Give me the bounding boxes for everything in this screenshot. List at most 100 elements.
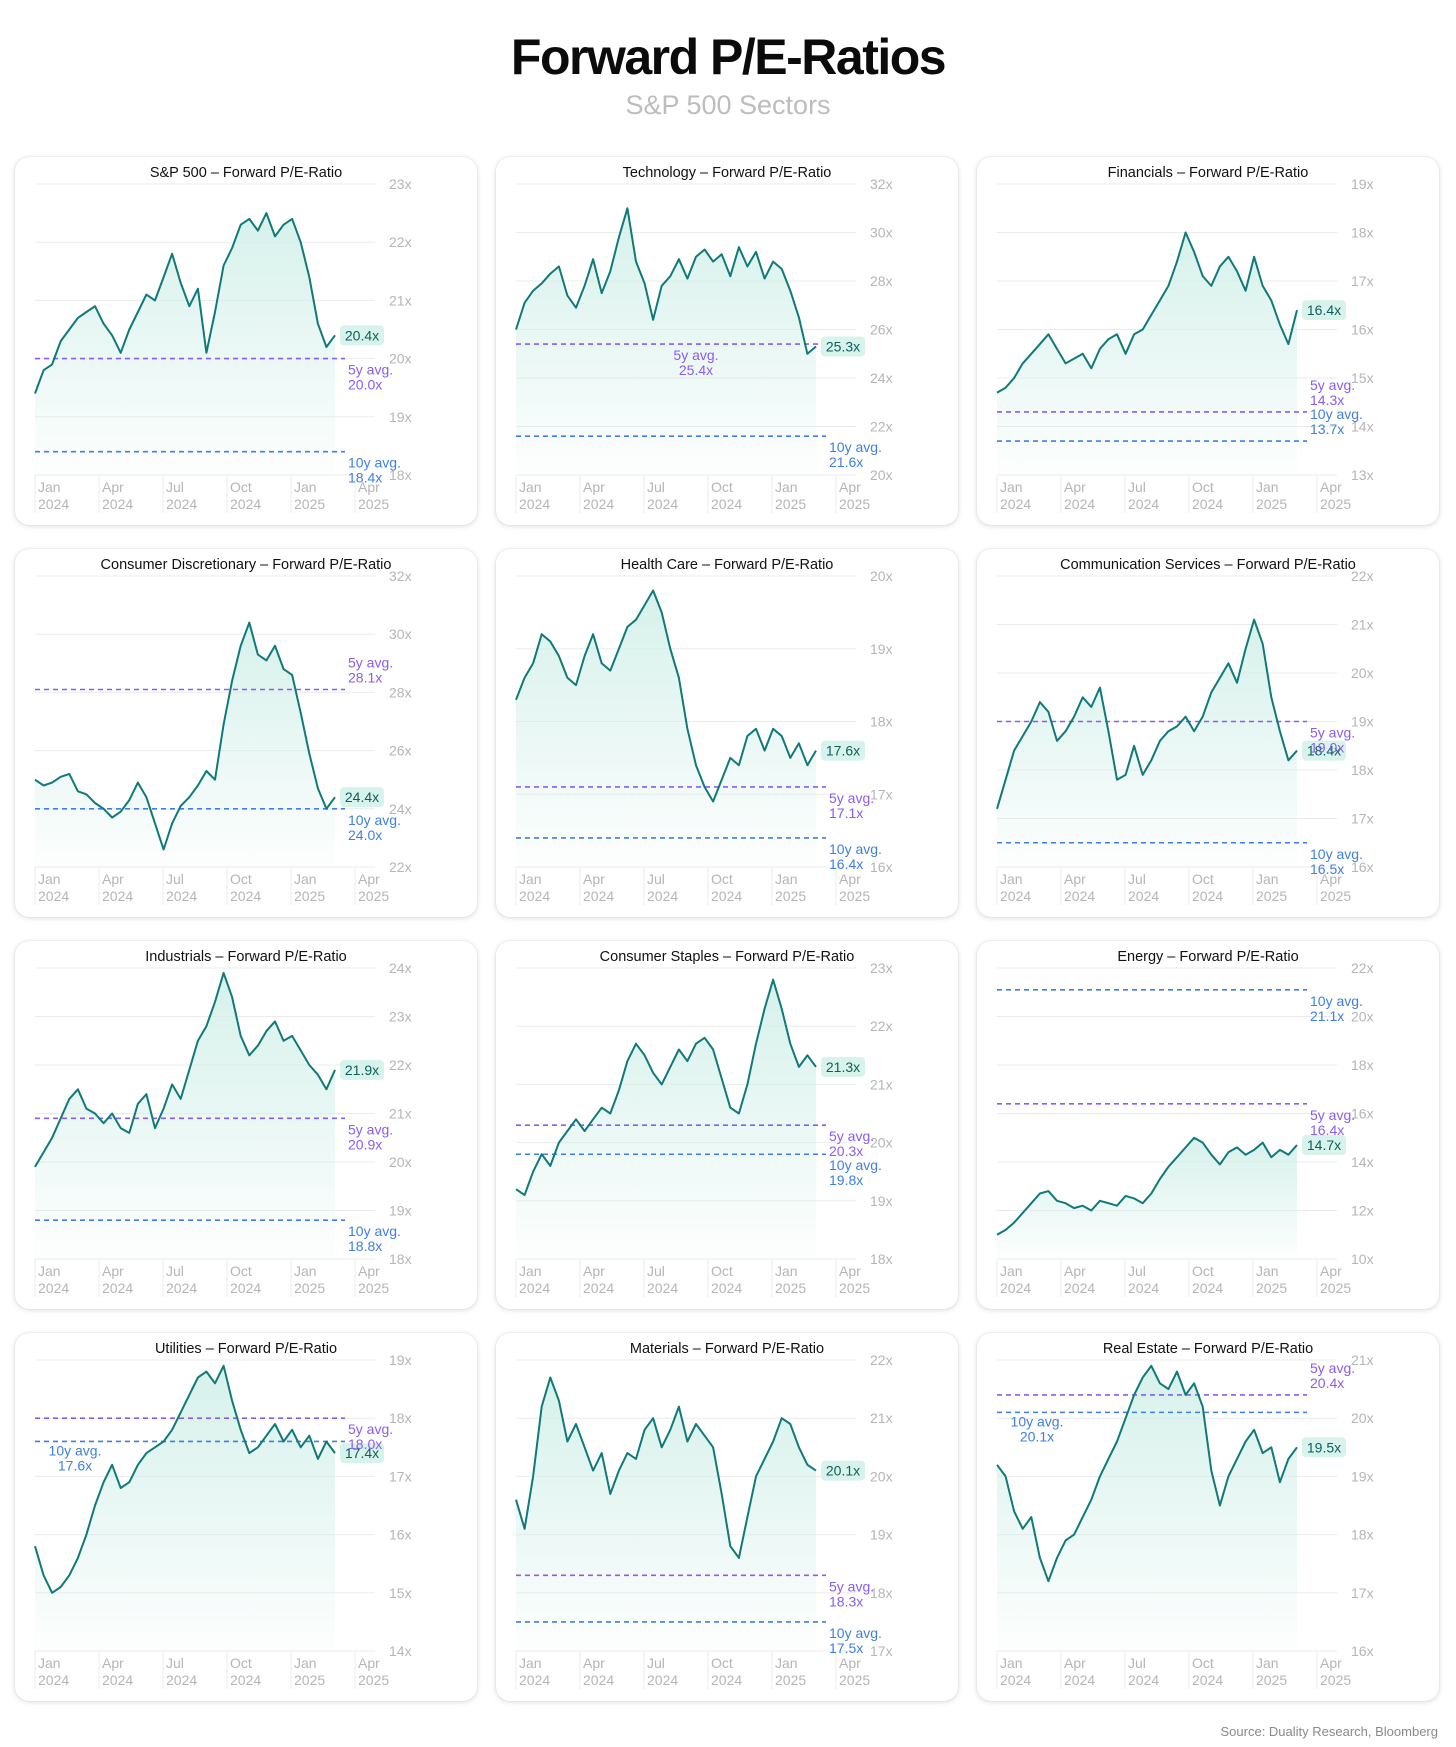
- y-tick-label: 23x: [870, 960, 893, 976]
- y-tick-label: 19x: [389, 1352, 412, 1368]
- y-tick-label: 17x: [1351, 273, 1374, 289]
- y-tick-label: 20x: [870, 467, 893, 483]
- source-note: Source: Duality Research, Bloomberg: [1220, 1724, 1439, 1739]
- x-tick-month: Jul: [166, 1655, 184, 1671]
- current-value-label: 18.4x: [1307, 743, 1341, 759]
- x-tick-year: 2024: [1064, 496, 1095, 512]
- x-tick-month: Jan: [1000, 1263, 1023, 1279]
- x-tick-month: Jan: [519, 871, 542, 887]
- y-tick-label: 30x: [870, 225, 893, 241]
- line-chart: Consumer Discretionary – Forward P/E-Rat…: [34, 557, 412, 905]
- x-tick-month: Jul: [166, 479, 184, 495]
- x-tick-year: 2025: [1320, 1280, 1351, 1296]
- page-title: Forward P/E-Ratios: [510, 29, 947, 85]
- line-chart: Energy – Forward P/E-Ratio 10x 12x 14x 16x 18…: [996, 949, 1374, 1297]
- x-tick-year: 2024: [230, 888, 261, 904]
- chart-card: Financials – Forward P/E-Ratio 13x 14x 15x 1…: [977, 157, 1439, 525]
- y-tick-label: 18x: [389, 467, 412, 483]
- x-tick-month: Jan: [1256, 1263, 1279, 1279]
- x-tick-year: 2024: [647, 1672, 678, 1688]
- x-tick-year: 2024: [647, 1280, 678, 1296]
- line-chart: Health Care – Forward P/E-Ratio 16x 17x 18x…: [515, 557, 893, 905]
- y-tick-label: 22x: [389, 1057, 412, 1073]
- x-tick-month: Jul: [166, 1263, 184, 1279]
- y-tick-label: 15x: [389, 1585, 412, 1601]
- x-tick-month: Apr: [839, 871, 861, 887]
- avg5-label: 5y avg.: [829, 790, 874, 806]
- x-tick-month: Apr: [1064, 479, 1086, 495]
- y-tick-label: 21x: [870, 1076, 893, 1092]
- current-badge: [340, 325, 384, 346]
- x-tick-month: Apr: [102, 1263, 124, 1279]
- x-tick-year: 2024: [230, 1280, 261, 1296]
- x-tick-year: 2024: [102, 496, 133, 512]
- current-badge: [340, 1059, 384, 1080]
- x-tick-month: Jan: [38, 871, 61, 887]
- current-value-label: 20.1x: [826, 1463, 860, 1479]
- x-tick-month: Oct: [230, 1655, 252, 1671]
- y-tick-label: 19x: [1351, 1468, 1374, 1484]
- x-tick-month: Apr: [1064, 871, 1086, 887]
- x-tick-month: Jul: [647, 871, 665, 887]
- line-chart: Technology – Forward P/E-Ratio 20x 22x 24x 2…: [515, 165, 893, 513]
- x-tick-year: 2024: [230, 496, 261, 512]
- series-area: [516, 590, 816, 867]
- chart-card: Communication Services – Forward P/E-Rat…: [977, 549, 1439, 917]
- x-tick-month: Jan: [1000, 1655, 1023, 1671]
- y-tick-label: 19x: [389, 1203, 412, 1219]
- avg10-label: 10y avg.: [829, 841, 882, 857]
- y-tick-label: 23x: [389, 176, 412, 192]
- chart-card: S&P 500 – Forward P/E-Ratio 18x 19x 20x 21x 2…: [15, 157, 477, 525]
- x-tick-year: 2024: [1128, 496, 1159, 512]
- y-tick-label: 24x: [389, 801, 412, 817]
- current-badge: [340, 787, 384, 808]
- avg5-label: 5y avg.: [673, 347, 718, 363]
- current-badge: [821, 740, 865, 761]
- x-tick-month: Apr: [839, 479, 861, 495]
- y-tick-label: 18x: [389, 1410, 412, 1426]
- y-tick-label: 17x: [1351, 811, 1374, 827]
- current-value-label: 25.3x: [826, 338, 860, 354]
- x-tick-month: Oct: [711, 1263, 733, 1279]
- x-tick-month: Oct: [711, 479, 733, 495]
- series-line: [34, 971, 336, 1168]
- avg5-label: 28.1x: [348, 669, 382, 685]
- series-area: [35, 972, 335, 1259]
- x-tick-year: 2024: [1000, 1672, 1031, 1688]
- x-tick-month: Jan: [775, 1655, 798, 1671]
- y-tick-label: 18x: [870, 1251, 893, 1267]
- y-tick-label: 22x: [389, 234, 412, 250]
- x-tick-year: 2025: [775, 496, 806, 512]
- chart-card: Consumer Discretionary – Forward P/E-Rat…: [15, 549, 477, 917]
- avg10-label: 18.8x: [348, 1238, 382, 1254]
- x-tick-year: 2024: [1192, 1672, 1223, 1688]
- chart-card: Materials – Forward P/E-Ratio 17x 18x 19x 20…: [496, 1333, 958, 1701]
- x-tick-month: Jan: [38, 1655, 61, 1671]
- x-tick-year: 2024: [1128, 888, 1159, 904]
- x-tick-month: Jan: [1000, 479, 1023, 495]
- chart-title: Energy – Forward P/E-Ratio: [1117, 949, 1298, 965]
- y-tick-label: 19x: [389, 409, 412, 425]
- current-value-label: 14.7x: [1307, 1137, 1341, 1153]
- avg5-label: 5y avg.: [1310, 1360, 1355, 1376]
- x-tick-year: 2024: [711, 1280, 742, 1296]
- x-tick-month: Oct: [230, 1263, 252, 1279]
- avg5-label: 5y avg.: [1310, 1107, 1355, 1123]
- chart-title: Materials – Forward P/E-Ratio: [630, 1341, 824, 1357]
- y-tick-label: 21x: [389, 292, 412, 308]
- x-tick-month: Jan: [1256, 479, 1279, 495]
- y-tick-label: 12x: [1351, 1203, 1374, 1219]
- y-tick-label: 20x: [870, 1468, 893, 1484]
- current-value-label: 21.3x: [826, 1059, 860, 1075]
- x-tick-year: 2025: [358, 496, 389, 512]
- x-tick-month: Jan: [294, 1655, 317, 1671]
- y-tick-label: 30x: [389, 626, 412, 642]
- chart-title: Consumer Discretionary – Forward P/E-Rat…: [101, 557, 392, 573]
- x-tick-month: Apr: [102, 871, 124, 887]
- x-tick-month: Jul: [1128, 1263, 1146, 1279]
- series-line: [996, 231, 1298, 394]
- x-tick-month: Jul: [1128, 871, 1146, 887]
- x-tick-month: Apr: [1320, 479, 1342, 495]
- avg5-label: 18.0x: [348, 1436, 382, 1452]
- current-badge: [1302, 1135, 1346, 1156]
